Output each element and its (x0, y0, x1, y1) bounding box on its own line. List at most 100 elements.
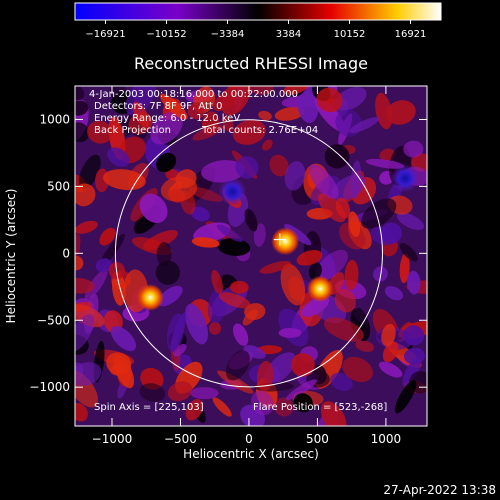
texture-blob (274, 397, 294, 417)
texture-blob (87, 120, 113, 144)
texture-blob (95, 258, 113, 273)
texture-blob (111, 271, 126, 306)
y-tick-label: −1000 (29, 380, 70, 394)
texture-blob (370, 226, 396, 246)
x-tick-label: 0 (245, 432, 253, 446)
texture-blob (316, 87, 343, 113)
texture-blob (75, 100, 89, 116)
texture-blob (349, 117, 380, 133)
texture-blob (315, 249, 348, 282)
texture-blob (155, 152, 177, 173)
x-tick-label: −500 (164, 432, 197, 446)
texture-blob (84, 268, 108, 301)
texture-blob (222, 115, 234, 133)
texture-blob (208, 321, 222, 335)
solar-disk-outline (114, 119, 383, 388)
colorbar-tick-label: 3384 (276, 29, 301, 40)
texture-blob (190, 387, 219, 400)
texture-blob (230, 280, 249, 294)
texture-blob (188, 186, 223, 202)
texture-blob (75, 370, 99, 408)
texture-blob (262, 139, 273, 151)
y-tick-label: 1000 (39, 112, 70, 126)
texture-blob (403, 325, 425, 346)
texture-blob (167, 381, 193, 402)
texture-blob (274, 106, 305, 121)
texture-blob (381, 323, 396, 347)
texture-blob (75, 277, 95, 294)
texture-blob (324, 144, 350, 169)
texture-blob (378, 361, 403, 378)
info-total-counts: Total counts: 2.76E+04 (201, 125, 318, 136)
texture-blob (235, 156, 259, 179)
texture-blob (257, 360, 274, 392)
texture-blob (386, 100, 416, 125)
info-method: Back Projection (94, 125, 171, 136)
texture-blob (407, 270, 421, 295)
dark-spots (218, 164, 420, 206)
x-axis-ticks: −1000 −500 0 500 1000 (92, 86, 402, 446)
dark-spot (391, 164, 420, 193)
x-tick-label: 500 (306, 432, 329, 446)
texture-blob (258, 110, 272, 121)
spin-axis-marker (273, 233, 286, 246)
texture-blob (150, 111, 183, 145)
texture-blob (242, 309, 258, 326)
texture-blob (297, 90, 319, 123)
texture-blob (284, 161, 306, 191)
texture-blob (375, 92, 393, 130)
colorbar-ticks: −16921 −10152 −3384 3384 10152 16921 (85, 20, 426, 40)
info-flare-position: Flare Position = [523,-268] (253, 402, 387, 413)
texture-blob (110, 326, 137, 352)
texture-blob (269, 154, 289, 177)
texture-blob (185, 303, 208, 345)
texture-blob (166, 313, 185, 352)
colorbar-tick-label: −16921 (85, 29, 125, 40)
texture-blob (156, 241, 172, 267)
texture-blob (218, 292, 251, 309)
texture-blob (173, 343, 187, 357)
bright-source (136, 284, 164, 311)
texture-blob (155, 260, 180, 285)
texture-blob (399, 253, 410, 284)
plot-title: Reconstructed RHESSI Image (134, 54, 368, 73)
texture-blob (190, 206, 210, 222)
info-spin-axis: Spin Axis = [225,103] (94, 402, 204, 413)
texture-blob (216, 224, 243, 242)
texture-blob (403, 347, 425, 365)
texture-blob (331, 174, 366, 202)
texture-blob (355, 340, 375, 352)
texture-blob (75, 314, 95, 352)
texture-blob (293, 393, 313, 413)
texture-blob (185, 399, 204, 421)
texture-blob (103, 169, 146, 191)
render-timestamp: 27-Apr-2022 13:38 (383, 483, 496, 497)
texture-blob (399, 243, 418, 262)
texture-blob (212, 397, 232, 417)
texture-blob (285, 379, 318, 401)
texture-blob (403, 140, 424, 158)
texture-blob (107, 147, 130, 167)
texture-blob (330, 372, 353, 391)
texture-blob (160, 176, 198, 202)
x-tick-label: 1000 (371, 432, 402, 446)
texture-blob (290, 353, 315, 377)
texture-blob (361, 198, 397, 229)
bright-source (307, 275, 334, 302)
info-energy-range: Energy Range: 6.0 - 12.0 keV (94, 113, 240, 124)
texture-blob (247, 86, 274, 95)
texture-blob (394, 379, 417, 414)
plot-frame (74, 85, 428, 427)
texture-blob (75, 402, 88, 422)
texture-blob (78, 154, 101, 189)
texture-blob (382, 341, 399, 363)
texture-blob (99, 227, 116, 246)
texture-blob (280, 263, 306, 306)
y-tick-label: −500 (37, 313, 70, 327)
texture-blob (384, 286, 404, 301)
image-content (75, 86, 427, 426)
y-axis-label: Heliocentric Y (arcsec) (4, 189, 18, 324)
texture-blob (75, 233, 81, 261)
colorbar-tick-label: 16921 (395, 29, 427, 40)
